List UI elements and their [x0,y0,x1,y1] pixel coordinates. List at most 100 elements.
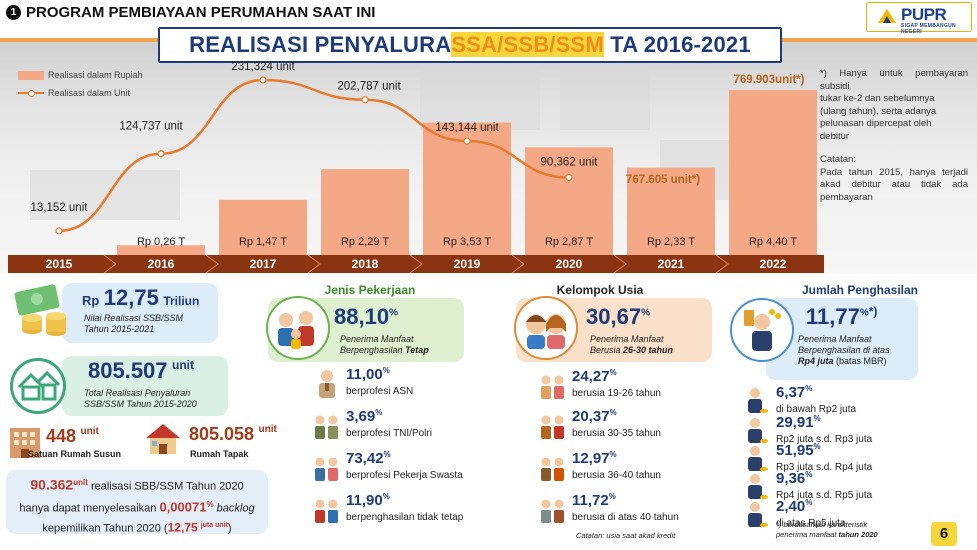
legend-rupiah: Realisasi dalam Rupiah [48,70,143,80]
pekerjaan-row-label: berprofesi TNI/Polri [346,428,432,439]
penghasilan-main-desc: Penerima Manfaat Berpenghasilan di atas … [798,334,890,366]
penghasilan-row-icon [742,500,768,535]
nilai-prefix: Rp [82,293,100,308]
penghasilan-row-pct: 2,40% [776,498,813,515]
chart-bar [423,122,511,255]
pekerjaan-main-desc: Penerima Manfaat Berpenghasilan Tetap [340,334,429,355]
earner-icon-frame [730,298,794,362]
backlog-pct: 0,00071 [159,499,207,515]
unit-value-label: 90,362 unit [541,156,599,168]
susun-label: Satuan Rumah Susun [28,449,122,459]
chart-title-part1: REALISASI PENYALURA [189,32,452,57]
family-icon [278,311,314,349]
backlog-units: 90.362 [30,476,74,493]
chart-note: *) Hanya untuk pembayaran subsidi tukar … [820,68,968,215]
pekerjaan-row-pct: 3,69% [346,408,383,425]
x-tick-label: 2021 [658,257,685,271]
susun-value: 448 [46,426,77,446]
usia-row-pct: 11,72% [572,492,616,509]
unit-series-line [58,78,570,233]
house-icon [146,424,180,454]
usia-row-label: berusia di atas 40 tahun [572,512,679,523]
usia-main-desc: Penerima Manfaat Berusia 26-30 tahun [590,334,674,355]
susun-unit: unit [80,426,99,437]
penghasilan-row-pct: 29,91% [776,414,821,431]
tapak-unit: unit [258,424,277,435]
total-card: 805.507 unit Total Realisasi Penyaluran … [62,356,228,416]
usia-row-pct: 24,27% [572,368,617,385]
year-separator [103,254,117,274]
section-number: 1 [6,5,21,20]
pekerjaan-row-label: berprofesi ASN [346,386,414,397]
usia-row-icon [538,452,568,489]
year-separator [307,254,321,274]
total-value-line: 805.507 unit [88,358,194,384]
bar-value-label: Rp 3,53 T [443,236,491,248]
unit-point [55,227,63,235]
couple-icon-frame [514,296,578,360]
nilai-value-line: Rp 12,75 Triliun [82,285,199,311]
x-tick-label: 2019 [454,257,481,271]
chart-title-highlight: SSA/SSB/SSM [451,32,604,57]
usia-row-icon [538,494,568,531]
unit-value-label: 769.903unit*) [734,74,805,86]
chart-bar [117,245,205,255]
bar-value-label: Rp 2,87 T [545,236,593,248]
pekerjaan-row-icon [312,368,342,405]
usia-note: Catatan: usia saat akad kredit [576,531,676,540]
penghasilan-row-label: di bawah Rp2 juta [776,404,857,415]
unit-value-label: 143,144 unit [435,122,499,134]
year-separator [613,254,627,274]
pekerjaan-title: Jenis Pekerjaan [324,283,416,297]
year-separator [511,254,525,274]
chart-title: REALISASI PENYALURASSA/SSB/SSM TA 2016-2… [158,27,782,63]
x-tick-label: 2015 [46,257,73,271]
logo-tagline: SIGAP MEMBANGUN NEGERI [901,23,956,35]
pekerjaan-row-pct: 11,00% [346,366,390,383]
pekerjaan-row-icon [312,452,342,489]
penghasilan-row-pct: 51,95% [776,442,821,459]
pupr-emblem-icon [878,9,896,23]
pekerjaan-row-pct: 73,42% [346,450,391,467]
note-title: Catatan: [820,154,856,165]
unit-value-label: 124,737 unit [119,121,183,133]
pekerjaan-row-pct: 11,90% [346,492,390,509]
section-title: PROGRAM PEMBIAYAAN PERUMAHAN SAAT INI [26,4,376,21]
usia-row-label: berusia 30-35 tahun [572,428,661,439]
background-house [420,70,540,130]
pupr-logo: PUPR SIGAP MEMBANGUN NEGERI [866,2,972,35]
title-accent-left [0,38,160,42]
unit-value-label: 231,324 unit [231,61,295,73]
penghasilan-row-label: Rp2 juta s.d. Rp3 juta [776,434,873,445]
tapak-value: 805.058 [189,424,255,444]
susun-value-line: 448 unit [46,426,99,447]
couple-icon [526,314,566,349]
x-tick-label: 2022 [760,257,787,271]
year-separator [409,254,423,274]
unit-point [157,150,165,158]
chart-bar [525,147,613,255]
penghasilan-row-label: Rp4 juta s.d. Rp5 juta [776,490,873,501]
note-line: pelunasan dipercepat oleh [820,118,932,129]
usia-row-pct: 20,37% [572,408,617,425]
legend-bar-swatch [18,70,44,80]
total-desc: Total Realisasi Penyaluran SSB/SSM Tahun… [84,388,197,409]
unit-value-label: 13,152 unit [31,202,89,214]
year-separator [205,254,219,274]
penghasilan-row-icon [742,386,768,421]
bar-value-label: Rp 2,33 T [647,236,695,248]
backlog-card: 90.362unit realisasi SBB/SSM Tahun 2020 … [6,470,268,535]
realisasi-chart: Rp 0,26 T Rp 1,47 T Rp 2,29 T Rp 3,53 T Rp 2… [8,61,824,274]
pekerjaan-row-icon [312,410,342,447]
penghasilan-row-icon [742,472,768,507]
backlog-text: 90.362unit realisasi SBB/SSM Tahun 2020 … [19,476,255,535]
x-tick-label: 2016 [148,257,175,271]
year-band [8,255,824,273]
unit-point [565,173,573,182]
year-separator [715,254,729,274]
nilai-desc: Nilai Realisasi SSB/SSM Tahun 2015-2021 [84,313,184,334]
earner-icon [744,309,781,351]
usia-title: Kelompok Usia [556,283,644,297]
x-tick-label: 2020 [556,257,583,271]
note-line: tukar ke-2 dan sebelumnya [820,93,935,104]
